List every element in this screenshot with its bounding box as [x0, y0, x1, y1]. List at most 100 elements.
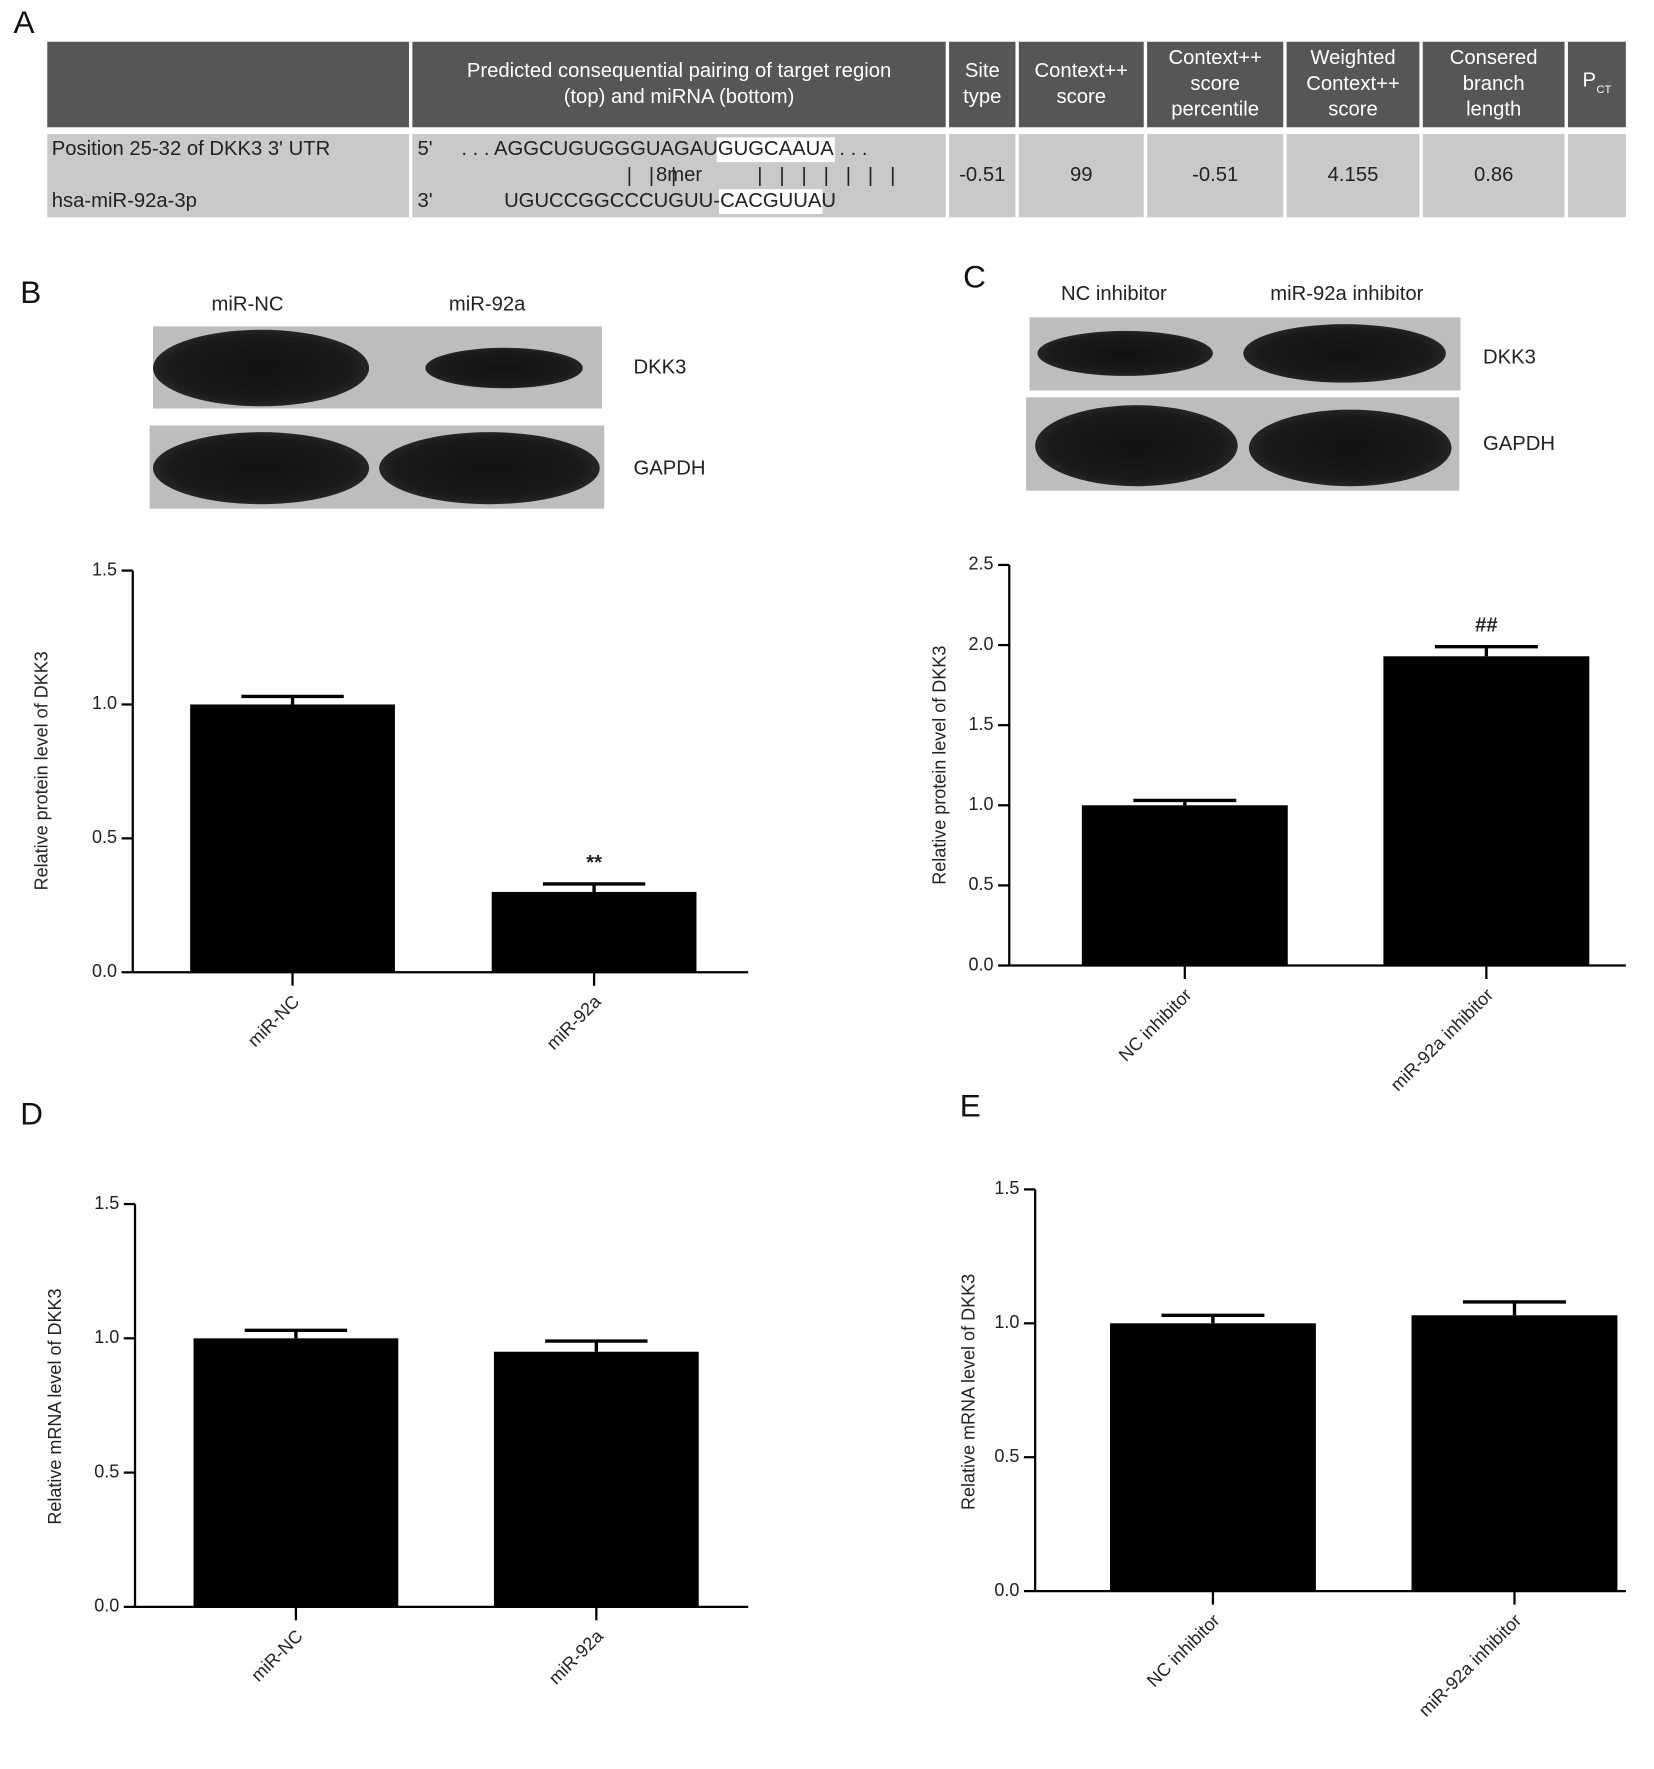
table-cell: 4.155	[1328, 164, 1379, 186]
significance: ##	[1475, 615, 1498, 637]
blot-band	[153, 432, 370, 505]
table-header: score	[1328, 99, 1378, 121]
table-cell: -0.51	[959, 164, 1005, 186]
pairing-match: | | | | | | |	[757, 165, 895, 187]
table-header: Context++	[1035, 60, 1128, 82]
blot-band	[1035, 405, 1238, 487]
blot-band	[379, 432, 600, 505]
bar	[1081, 805, 1288, 966]
site-highlight	[716, 137, 835, 163]
y-tick-label: 0.0	[968, 954, 993, 974]
table-header: length	[1466, 99, 1521, 121]
y-tick-label: 0.5	[94, 1461, 119, 1481]
table-header: Site	[965, 60, 1000, 82]
blot-band	[1248, 409, 1452, 487]
pairing-seq: CACGUUA	[720, 190, 822, 212]
row-target: Position 25-32 of DKK3 3' UTR	[52, 138, 331, 160]
y-tick-label: 2.0	[968, 634, 993, 654]
x-tick-label: NC inhibitor	[1143, 1610, 1224, 1691]
blot-band	[1037, 330, 1213, 376]
table-cell: 99	[1070, 164, 1093, 186]
y-tick-label: 0.5	[968, 874, 993, 894]
row-mirna: hsa-miR-92a-3p	[52, 190, 197, 212]
pairing-seq: . . .	[834, 138, 868, 160]
x-tick-label: miR-92a	[543, 991, 606, 1054]
bar	[1109, 1323, 1316, 1592]
bar	[1411, 1315, 1618, 1592]
bar	[1383, 656, 1590, 966]
pairing-seq: U	[821, 190, 836, 212]
panel-label: A	[14, 4, 35, 40]
lane-label: miR-NC	[212, 293, 284, 315]
y-tick-label: 0.0	[994, 1580, 1019, 1600]
x-tick-label: NC inhibitor	[1115, 985, 1196, 1066]
y-tick-label: 1.0	[92, 693, 117, 713]
blot-band	[425, 347, 583, 389]
table	[47, 41, 1626, 218]
significance: **	[586, 852, 602, 874]
y-tick-label: 2.5	[968, 554, 993, 574]
table-header: branch	[1463, 73, 1525, 95]
x-tick-label: miR-92a inhibitor	[1415, 1610, 1525, 1720]
table-header: type	[963, 86, 1001, 108]
y-tick-label: 0.0	[94, 1596, 119, 1616]
table-header: percentile	[1171, 99, 1259, 121]
y-tick-label: 1.0	[94, 1327, 119, 1347]
pairing-seq: . . . AGGCUGUGGGUAGAU	[461, 138, 718, 160]
band-label: DKK3	[633, 356, 686, 378]
y-axis-label: Relative mRNA level of DKK3	[959, 1274, 979, 1510]
y-tick-label: 1.5	[994, 1178, 1019, 1198]
table-header: Context++	[1168, 47, 1261, 69]
table-header: (top) and miRNA (bottom)	[564, 86, 795, 108]
panel-label: D	[20, 1096, 43, 1132]
band-label: GAPDH	[633, 458, 705, 480]
y-tick-label: 1.0	[994, 1312, 1019, 1332]
pairing-seq: UGUCCGGCCCUGUU-	[504, 190, 720, 212]
table-header: Context++	[1306, 73, 1399, 95]
bar	[491, 891, 697, 973]
site-highlight	[718, 189, 823, 214]
band-label: DKK3	[1483, 346, 1536, 368]
table-header: score	[1190, 73, 1240, 95]
x-tick-label: miR-NC	[244, 991, 303, 1050]
table-dividers	[408, 41, 1568, 218]
lane-label: miR-92a	[449, 293, 526, 315]
panel-label: B	[20, 274, 41, 310]
table-cell: -0.51	[1192, 164, 1238, 186]
y-tick-label: 1.0	[968, 794, 993, 814]
panel-label: C	[963, 258, 986, 294]
x-tick-label: miR-NC	[247, 1626, 306, 1685]
lane-label: miR-92a inhibitor	[1270, 283, 1423, 305]
band-label: GAPDH	[1483, 433, 1555, 455]
blot-band	[153, 329, 370, 407]
y-tick-label: 1.5	[92, 559, 117, 579]
table-cell: 8mer	[656, 164, 702, 186]
y-tick-label: 0.0	[92, 961, 117, 981]
y-tick-label: 1.5	[94, 1193, 119, 1213]
pairing-end: 5'	[417, 138, 432, 160]
table-header: P	[1583, 69, 1597, 91]
y-axis-label: Relative protein level of DKK3	[929, 646, 949, 885]
table-row-bg	[47, 134, 1626, 218]
pairing-match: | | |	[627, 165, 677, 187]
pairing-seq: GUGCAAUA	[718, 138, 834, 160]
table-header: Consered	[1450, 47, 1538, 69]
blot-band	[1243, 324, 1446, 383]
y-axis-label: Relative mRNA level of DKK3	[45, 1289, 65, 1525]
bar	[193, 1338, 399, 1607]
bar	[190, 704, 395, 973]
pairing-end: 3'	[417, 190, 432, 212]
table-header-bg	[47, 41, 1626, 128]
panel-label: E	[960, 1088, 981, 1124]
table-header: Predicted consequential pairing of targe…	[467, 60, 891, 82]
y-tick-label: 0.5	[994, 1446, 1019, 1466]
y-tick-label: 0.5	[92, 827, 117, 847]
y-tick-label: 1.5	[968, 714, 993, 734]
table-cell: 0.86	[1474, 164, 1513, 186]
table-header-sub: CT	[1596, 84, 1611, 96]
y-axis-label: Relative protein level of DKK3	[32, 651, 52, 890]
table-header: score	[1057, 86, 1107, 108]
lane-label: NC inhibitor	[1061, 283, 1167, 305]
table-header: Weighted	[1310, 47, 1395, 69]
